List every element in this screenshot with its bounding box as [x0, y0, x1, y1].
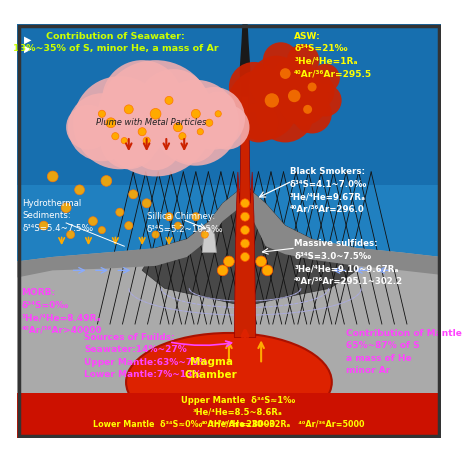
Circle shape: [47, 171, 58, 182]
Polygon shape: [142, 185, 357, 306]
Circle shape: [116, 208, 124, 216]
Circle shape: [292, 94, 332, 134]
Circle shape: [74, 185, 84, 195]
Circle shape: [308, 83, 317, 91]
Circle shape: [165, 97, 173, 104]
Circle shape: [201, 231, 209, 238]
Text: Lower Mantle  δ³⁴S≈0‰   ³He/⁴He=30~32Rₐ   ⁴⁰Ar/³⁶Ar=5000: Lower Mantle δ³⁴S≈0‰ ³He/⁴He=30~32Rₐ ⁴⁰A…: [93, 419, 365, 429]
Circle shape: [256, 256, 266, 267]
Text: Upper Mantle  δ³⁴S≈1‰
³He/⁴He=8.5~8.6Rₐ
⁴⁰Ar/³⁶Ar=28000: Upper Mantle δ³⁴S≈1‰ ³He/⁴He=8.5~8.6Rₐ ⁴…: [181, 395, 295, 428]
Circle shape: [173, 123, 182, 132]
Circle shape: [98, 60, 214, 176]
Circle shape: [229, 62, 279, 112]
Circle shape: [280, 68, 291, 79]
Circle shape: [241, 225, 249, 235]
Circle shape: [182, 87, 245, 150]
Text: Contribution of Mantle
65%~87% of S
a mass of He
minor Ar: Contribution of Mantle 65%~87% of S a ma…: [346, 328, 462, 375]
Circle shape: [205, 105, 249, 150]
Circle shape: [39, 221, 48, 230]
Circle shape: [179, 133, 186, 140]
Circle shape: [264, 93, 279, 108]
Text: Hydrothermal
Sediments:
δ³⁴S=5.4~7.5‰: Hydrothermal Sediments: δ³⁴S=5.4~7.5‰: [22, 199, 93, 233]
Circle shape: [311, 64, 340, 92]
Circle shape: [124, 105, 133, 114]
Text: Massive sulfides:
δ³⁴S=3.0~7.5‰
³He/⁴He=9.10~9.67Rₐ
⁴⁰Ar/³⁶Ar=295.1~302.2: Massive sulfides: δ³⁴S=3.0~7.5‰ ³He/⁴He=…: [294, 239, 403, 286]
Circle shape: [241, 252, 249, 261]
Circle shape: [278, 75, 328, 126]
Circle shape: [142, 199, 151, 208]
Text: Plume with Metal Particles: Plume with Metal Particles: [96, 118, 206, 127]
Circle shape: [192, 213, 200, 221]
Circle shape: [262, 265, 273, 276]
Polygon shape: [17, 190, 441, 438]
Circle shape: [106, 118, 116, 128]
Circle shape: [165, 213, 173, 221]
Circle shape: [143, 137, 150, 144]
Circle shape: [191, 109, 201, 118]
Text: Sillica Chimney:
δ³⁴S=5.2~10.5‰: Sillica Chimney: δ³⁴S=5.2~10.5‰: [146, 212, 223, 234]
Circle shape: [129, 190, 137, 199]
Circle shape: [239, 103, 278, 142]
Circle shape: [66, 105, 111, 150]
Text: ▶: ▶: [24, 35, 32, 45]
Circle shape: [150, 109, 161, 119]
Circle shape: [249, 56, 303, 109]
Text: MORB:
δ³⁴S=0‰
³He/⁴He=8.49Rₐ
⁴⁰Ar/³⁶Ar>40000: MORB: δ³⁴S=0‰ ³He/⁴He=8.49Rₐ ⁴⁰Ar/³⁶Ar>4…: [21, 288, 102, 335]
Circle shape: [100, 112, 157, 169]
Circle shape: [201, 91, 236, 127]
Text: Black Smokers:
δ³⁴S=4.1~7.0‰
³He/⁴He=9.67Rₐ
⁴⁰Ar/³⁶Ar=296.0: Black Smokers: δ³⁴S=4.1~7.0‰ ³He/⁴He=9.6…: [290, 168, 367, 214]
Circle shape: [256, 85, 314, 142]
Circle shape: [303, 105, 312, 114]
Text: Magma
Chamber: Magma Chamber: [185, 357, 237, 380]
Circle shape: [241, 199, 249, 208]
Polygon shape: [234, 96, 256, 337]
Circle shape: [73, 76, 166, 169]
Circle shape: [130, 120, 181, 170]
Circle shape: [66, 231, 74, 238]
Circle shape: [137, 69, 209, 140]
Circle shape: [152, 231, 159, 238]
Circle shape: [138, 128, 146, 136]
Circle shape: [174, 222, 182, 229]
Circle shape: [263, 42, 299, 78]
Circle shape: [241, 239, 249, 248]
Text: ▶: ▶: [24, 44, 32, 54]
Polygon shape: [202, 225, 217, 252]
Circle shape: [121, 138, 128, 144]
Circle shape: [164, 109, 218, 163]
Circle shape: [310, 84, 342, 116]
Circle shape: [217, 265, 228, 276]
Circle shape: [125, 222, 133, 230]
Bar: [17, 24, 441, 185]
Text: ASW:
δ³⁴S=21‰
³He/⁴He=1Rₐ
⁴⁰Ar/³⁶Ar=295.5: ASW: δ³⁴S=21‰ ³He/⁴He=1Rₐ ⁴⁰Ar/³⁶Ar=295.…: [294, 31, 373, 78]
Ellipse shape: [126, 333, 332, 432]
Circle shape: [153, 80, 239, 166]
Circle shape: [299, 73, 335, 109]
Circle shape: [215, 111, 221, 117]
Circle shape: [206, 119, 213, 126]
Circle shape: [98, 110, 106, 117]
Circle shape: [98, 226, 106, 234]
Text: Contribution of Seawater:
13%~35% of S, minor He, a mass of Ar: Contribution of Seawater: 13%~35% of S, …: [12, 31, 218, 53]
Circle shape: [273, 56, 316, 99]
Polygon shape: [240, 24, 250, 96]
Circle shape: [224, 256, 234, 267]
Circle shape: [227, 69, 299, 140]
Circle shape: [89, 217, 98, 225]
Circle shape: [241, 212, 249, 221]
Circle shape: [68, 93, 136, 161]
Text: Sources of Fuilds:
Seawater:14%~27%
Upper Mantle:63%~79%
Lower Mantle:7%~13%: Sources of Fuilds: Seawater:14%~27% Uppe…: [84, 333, 208, 379]
Circle shape: [287, 44, 319, 76]
Circle shape: [102, 60, 182, 140]
Polygon shape: [17, 185, 441, 278]
Circle shape: [197, 128, 203, 135]
Bar: [17, 393, 441, 438]
Circle shape: [112, 133, 119, 140]
Circle shape: [101, 176, 112, 186]
Circle shape: [288, 90, 301, 102]
Circle shape: [61, 203, 71, 213]
